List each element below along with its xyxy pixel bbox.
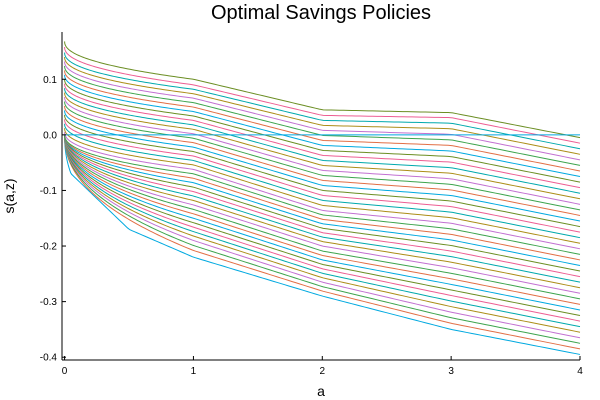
series-line bbox=[64, 134, 581, 350]
series-line bbox=[64, 134, 581, 300]
series-line bbox=[64, 134, 581, 255]
series-line bbox=[64, 132, 581, 250]
y-axis-label: s(a,z) bbox=[1, 179, 17, 214]
series-line bbox=[64, 114, 581, 228]
series-line bbox=[64, 134, 581, 266]
tick-layer: 0 1 2 3 4 0.1 0.0 -0.1 -0.2 -0.3 -0.4 bbox=[40, 75, 583, 377]
series-line bbox=[64, 96, 581, 205]
series-line bbox=[64, 134, 581, 333]
series-line bbox=[64, 134, 581, 344]
series-line bbox=[64, 134, 581, 272]
series-line bbox=[64, 101, 581, 211]
series-line bbox=[64, 134, 581, 328]
series-line bbox=[64, 105, 581, 216]
x-tick-label: 2 bbox=[320, 366, 326, 377]
series-line bbox=[64, 83, 581, 189]
y-tick-label: 0.0 bbox=[43, 130, 57, 141]
series-line bbox=[64, 134, 581, 261]
x-axis-label: a bbox=[317, 383, 325, 399]
series-line bbox=[64, 134, 581, 317]
series-line bbox=[64, 110, 581, 222]
series-line bbox=[64, 52, 581, 150]
y-tick-label: -0.2 bbox=[40, 242, 58, 253]
series-line bbox=[64, 79, 581, 183]
chart-title: Optimal Savings Policies bbox=[211, 2, 431, 24]
x-tick-label: 0 bbox=[62, 366, 68, 377]
series-line bbox=[64, 128, 581, 244]
plot-area bbox=[61, 32, 580, 361]
series-line bbox=[64, 46, 581, 144]
series-line bbox=[64, 134, 581, 283]
y-tick-label: -0.4 bbox=[40, 353, 58, 364]
x-tick-label: 4 bbox=[577, 366, 583, 377]
series-line bbox=[64, 134, 581, 311]
series-line bbox=[64, 134, 581, 355]
series-line bbox=[64, 134, 581, 289]
x-tick-label: 3 bbox=[448, 366, 454, 377]
series-line bbox=[64, 134, 581, 322]
y-tick-label: -0.1 bbox=[40, 186, 58, 197]
series-line bbox=[64, 65, 581, 166]
series-line bbox=[64, 74, 581, 178]
y-tick-label: 0.1 bbox=[43, 75, 57, 86]
y-tick-label: -0.3 bbox=[40, 297, 58, 308]
series-line bbox=[64, 61, 581, 161]
series-line bbox=[64, 134, 581, 305]
x-tick-label: 1 bbox=[191, 366, 197, 377]
series-layer bbox=[64, 41, 581, 355]
series-line bbox=[64, 88, 581, 194]
series-line bbox=[64, 119, 581, 233]
series-line bbox=[64, 134, 581, 278]
series-line bbox=[64, 92, 581, 200]
series-line bbox=[64, 123, 581, 239]
series-line bbox=[64, 134, 581, 294]
series-line bbox=[64, 56, 581, 155]
series-line bbox=[64, 41, 581, 139]
series-line bbox=[64, 134, 581, 339]
series-line bbox=[64, 70, 581, 172]
